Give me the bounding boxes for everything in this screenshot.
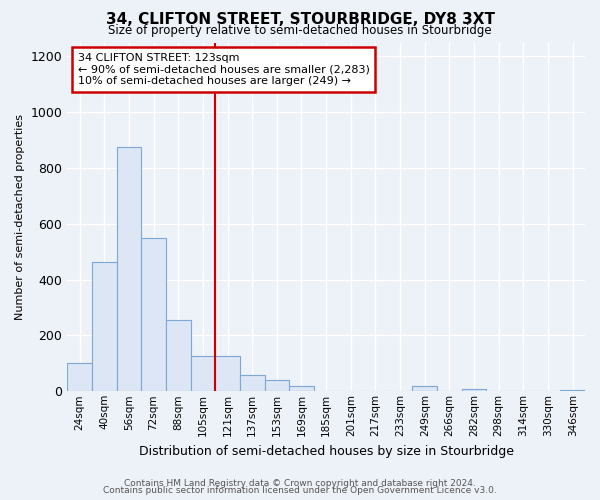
Bar — [141, 238, 166, 392]
Bar — [560, 390, 585, 392]
Text: Size of property relative to semi-detached houses in Stourbridge: Size of property relative to semi-detach… — [108, 24, 492, 37]
Text: Contains HM Land Registry data © Crown copyright and database right 2024.: Contains HM Land Registry data © Crown c… — [124, 478, 476, 488]
Bar — [116, 147, 141, 392]
Text: Contains public sector information licensed under the Open Government Licence v3: Contains public sector information licen… — [103, 486, 497, 495]
Bar — [265, 380, 289, 392]
Text: 34 CLIFTON STREET: 123sqm
← 90% of semi-detached houses are smaller (2,283)
10% : 34 CLIFTON STREET: 123sqm ← 90% of semi-… — [77, 53, 370, 86]
Bar — [191, 356, 215, 392]
X-axis label: Distribution of semi-detached houses by size in Stourbridge: Distribution of semi-detached houses by … — [139, 444, 514, 458]
Bar — [240, 374, 265, 392]
Bar — [67, 364, 92, 392]
Bar — [166, 320, 191, 392]
Bar — [92, 262, 116, 392]
Bar — [462, 389, 487, 392]
Bar — [412, 386, 437, 392]
Bar — [215, 356, 240, 392]
Bar — [289, 386, 314, 392]
Y-axis label: Number of semi-detached properties: Number of semi-detached properties — [15, 114, 25, 320]
Text: 34, CLIFTON STREET, STOURBRIDGE, DY8 3XT: 34, CLIFTON STREET, STOURBRIDGE, DY8 3XT — [106, 12, 494, 28]
